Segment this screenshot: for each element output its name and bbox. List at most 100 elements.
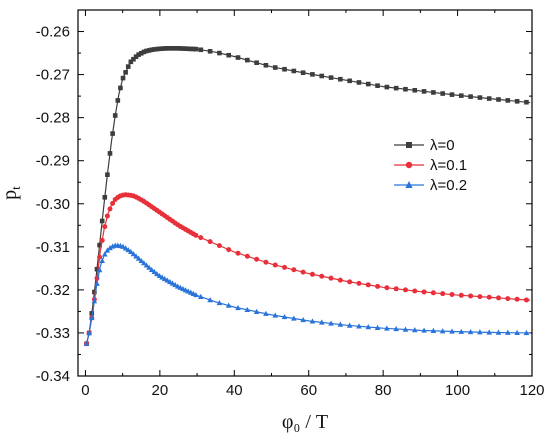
- data-point: [393, 85, 399, 91]
- x-tick-label: 60: [300, 382, 317, 399]
- data-point: [178, 46, 183, 51]
- y-tick-label: -0.32: [36, 282, 70, 299]
- data-point: [254, 256, 260, 262]
- data-point: [131, 56, 136, 62]
- data-point: [193, 46, 199, 52]
- data-point: [254, 60, 259, 66]
- data-point: [198, 235, 204, 241]
- data-point: [282, 66, 287, 72]
- data-point: [112, 113, 118, 118]
- data-point: [83, 340, 90, 346]
- data-point: [468, 94, 473, 99]
- data-point: [328, 275, 334, 281]
- data-point: [309, 271, 315, 277]
- data-point: [402, 287, 408, 293]
- data-point: [486, 96, 492, 101]
- x-tick-label: 40: [226, 382, 243, 399]
- data-point: [120, 75, 126, 81]
- data-point: [272, 312, 279, 318]
- data-point: [110, 200, 116, 206]
- data-point: [162, 46, 168, 51]
- series-0: [84, 46, 531, 347]
- data-point: [403, 86, 408, 92]
- legend-label: λ=0.2: [430, 177, 467, 194]
- data-point: [198, 47, 204, 53]
- data-point: [318, 319, 325, 325]
- legend-marker: [405, 181, 413, 188]
- data-point: [107, 151, 113, 156]
- data-point: [337, 277, 343, 283]
- data-point: [107, 245, 113, 251]
- data-point: [130, 251, 137, 257]
- data-point: [133, 253, 139, 259]
- data-point: [356, 280, 362, 286]
- axis-ticks: 0 20 40 60 80 100 120 -0.34 -0.33 -0.32 -0.31 -0.30…: [36, 9, 545, 399]
- data-point: [365, 282, 371, 288]
- data-point: [505, 98, 511, 103]
- y-tick-label: -0.29: [36, 153, 70, 170]
- data-point: [235, 304, 241, 311]
- x-tick-label: 100: [445, 382, 470, 399]
- data-point: [421, 289, 427, 295]
- data-point: [365, 81, 371, 87]
- data-point: [505, 329, 511, 335]
- data-point: [319, 273, 325, 279]
- data-point: [523, 297, 529, 303]
- data-point: [328, 320, 334, 326]
- data-point: [185, 46, 191, 52]
- data-point: [146, 264, 152, 270]
- data-point: [338, 76, 343, 82]
- data-point: [102, 195, 108, 200]
- data-point: [235, 55, 241, 60]
- data-point: [151, 268, 158, 275]
- data-point: [468, 293, 474, 299]
- y-tick-label: -0.33: [36, 325, 70, 342]
- data-point: [99, 257, 105, 264]
- data-point: [92, 289, 97, 295]
- data-point: [244, 306, 251, 313]
- data-point: [439, 328, 446, 334]
- data-point: [217, 50, 222, 56]
- data-point: [291, 68, 297, 74]
- data-point: [253, 308, 260, 314]
- data-point: [141, 260, 147, 266]
- y-tick-label: -0.27: [36, 67, 70, 84]
- series-1: [84, 192, 531, 347]
- data-point: [107, 206, 113, 212]
- plot-area-frame: [77, 9, 533, 377]
- data-point: [207, 48, 213, 54]
- data-point: [97, 242, 102, 248]
- data-point: [440, 291, 446, 297]
- data-point: [272, 262, 278, 268]
- data-point: [272, 65, 278, 70]
- data-point: [141, 49, 147, 55]
- data-point: [523, 329, 530, 336]
- data-point: [347, 78, 352, 84]
- data-point: [505, 296, 511, 302]
- data-point: [89, 311, 95, 316]
- data-point: [309, 318, 316, 324]
- data-point: [291, 267, 297, 273]
- data-point: [99, 237, 105, 243]
- data-point: [300, 316, 306, 323]
- y-axis-title: pt: [0, 186, 23, 200]
- data-point: [374, 324, 381, 330]
- data-point: [375, 83, 380, 88]
- data-point: [514, 296, 520, 302]
- legend-item-2: λ=0.2: [394, 177, 467, 194]
- data-point: [104, 213, 110, 219]
- data-point: [356, 323, 362, 329]
- legend-item-0: λ=0: [394, 137, 455, 154]
- legend-label: λ=0: [430, 137, 455, 154]
- data-point: [282, 264, 288, 270]
- x-tick-label: 20: [152, 382, 169, 399]
- data-point: [188, 46, 194, 52]
- data-point: [86, 329, 92, 336]
- data-point: [235, 250, 241, 256]
- data-point: [172, 46, 178, 51]
- data-point: [440, 91, 445, 96]
- data-point: [144, 48, 149, 54]
- y-tick-label: -0.28: [36, 110, 70, 127]
- data-point: [310, 72, 315, 77]
- data-point: [198, 293, 204, 299]
